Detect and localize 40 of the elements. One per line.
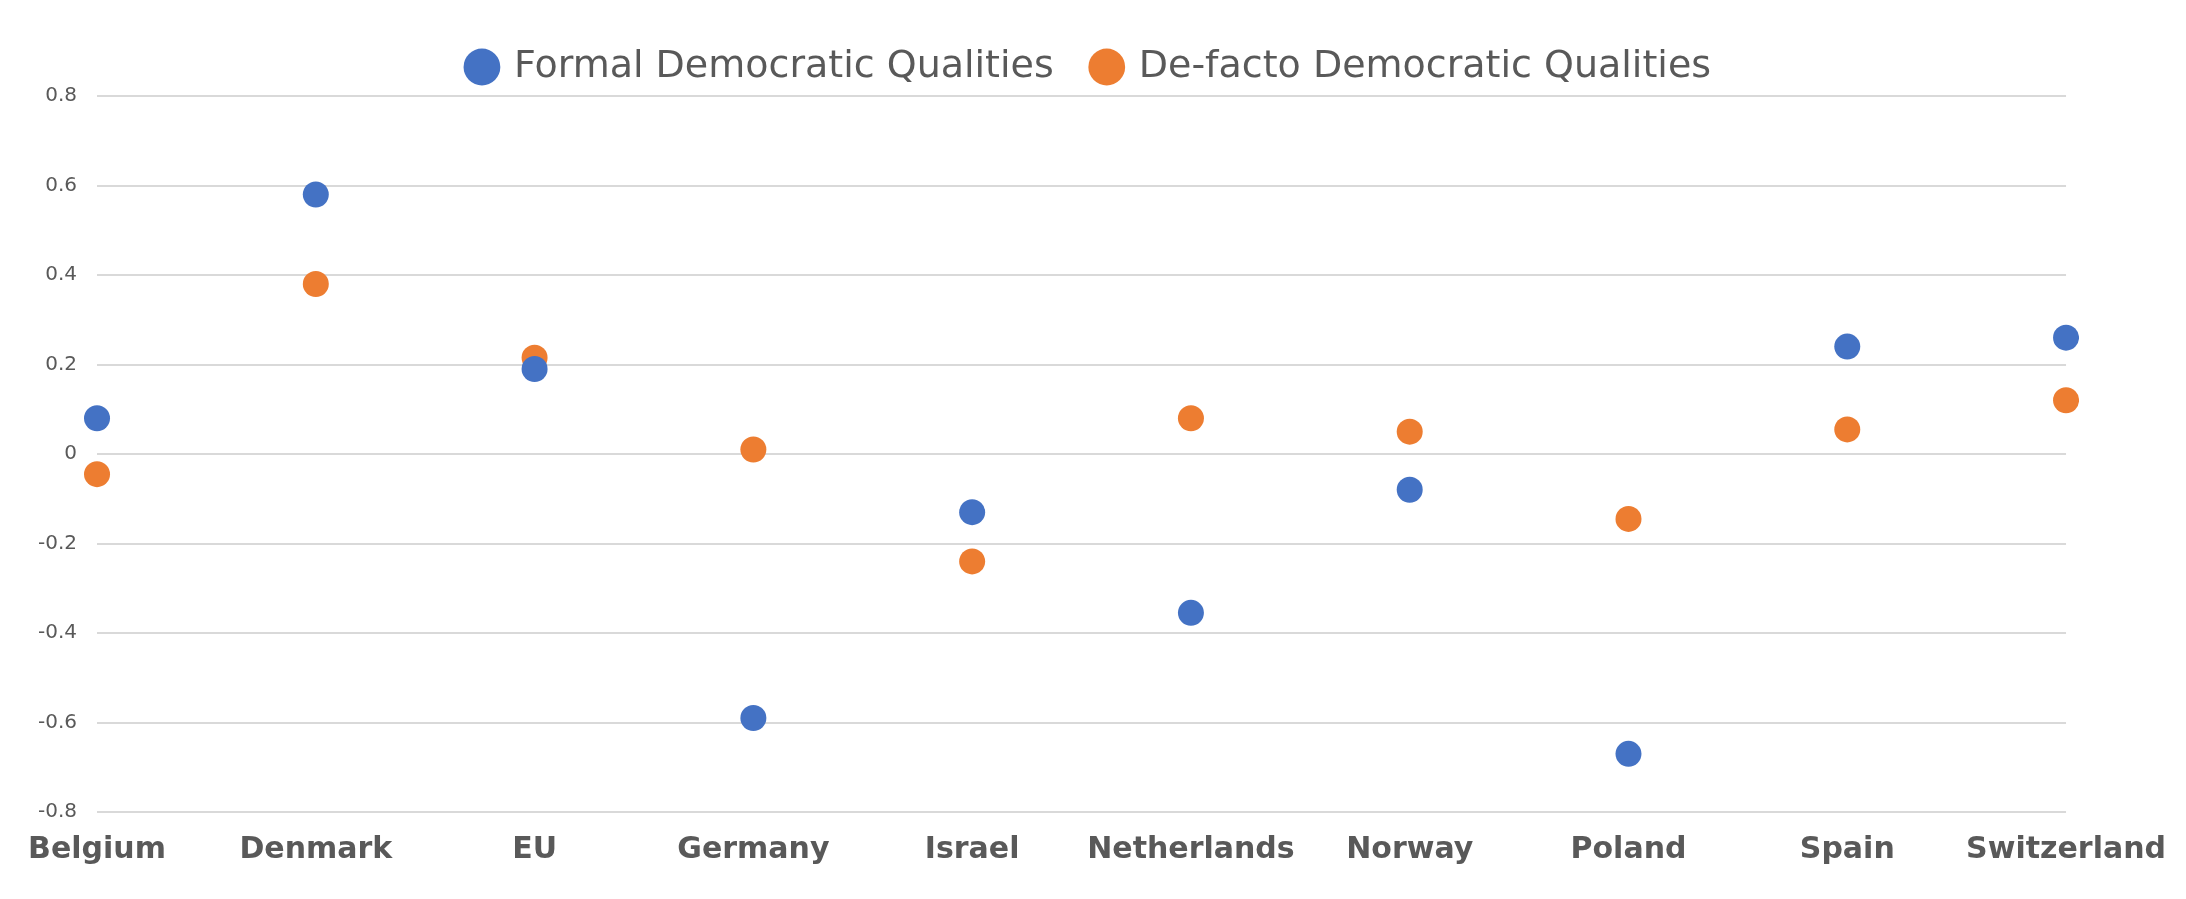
point	[1615, 505, 1642, 532]
x-tick-label: Switzerland	[1966, 829, 2167, 865]
legend-label: De-facto Democratic Qualities	[1138, 41, 1712, 86]
point	[84, 461, 111, 488]
x-tick-label: Israel	[924, 829, 1020, 865]
point	[1177, 599, 1204, 626]
x-tick-label: EU	[512, 829, 558, 865]
y-tick-label: -0.6	[37, 708, 78, 733]
point	[1834, 333, 1861, 360]
y-tick-label: 0	[64, 440, 78, 465]
point	[1177, 405, 1204, 432]
point	[2053, 387, 2080, 414]
y-tick-label: 0.6	[45, 171, 78, 196]
point	[959, 548, 986, 575]
point	[1396, 476, 1423, 503]
point	[740, 705, 767, 732]
point	[1615, 740, 1642, 767]
point	[84, 405, 111, 432]
y-tick-label: -0.4	[37, 619, 78, 644]
point	[959, 499, 986, 526]
x-tick-label: Poland	[1570, 829, 1687, 865]
y-tick-label: 0.4	[45, 261, 78, 286]
y-tick-label: -0.8	[37, 798, 78, 823]
point	[302, 181, 329, 208]
y-tick-label: 0.2	[45, 350, 78, 375]
point	[302, 270, 329, 297]
point	[521, 355, 548, 382]
point	[2053, 324, 2080, 351]
point	[1396, 418, 1423, 445]
x-tick-label: Belgium	[28, 829, 166, 865]
x-tick-label: Denmark	[239, 829, 394, 865]
x-tick-label: Spain	[1799, 829, 1895, 865]
x-tick-label: Norway	[1346, 829, 1474, 865]
x-tick-label: Germany	[677, 829, 830, 865]
x-tick-label: Netherlands	[1087, 829, 1295, 865]
point	[740, 436, 767, 463]
y-tick-label: 0.8	[45, 82, 78, 107]
y-tick-label: -0.2	[37, 529, 78, 554]
legend-label: Formal Democratic Qualities	[513, 41, 1054, 86]
point	[1834, 416, 1861, 443]
